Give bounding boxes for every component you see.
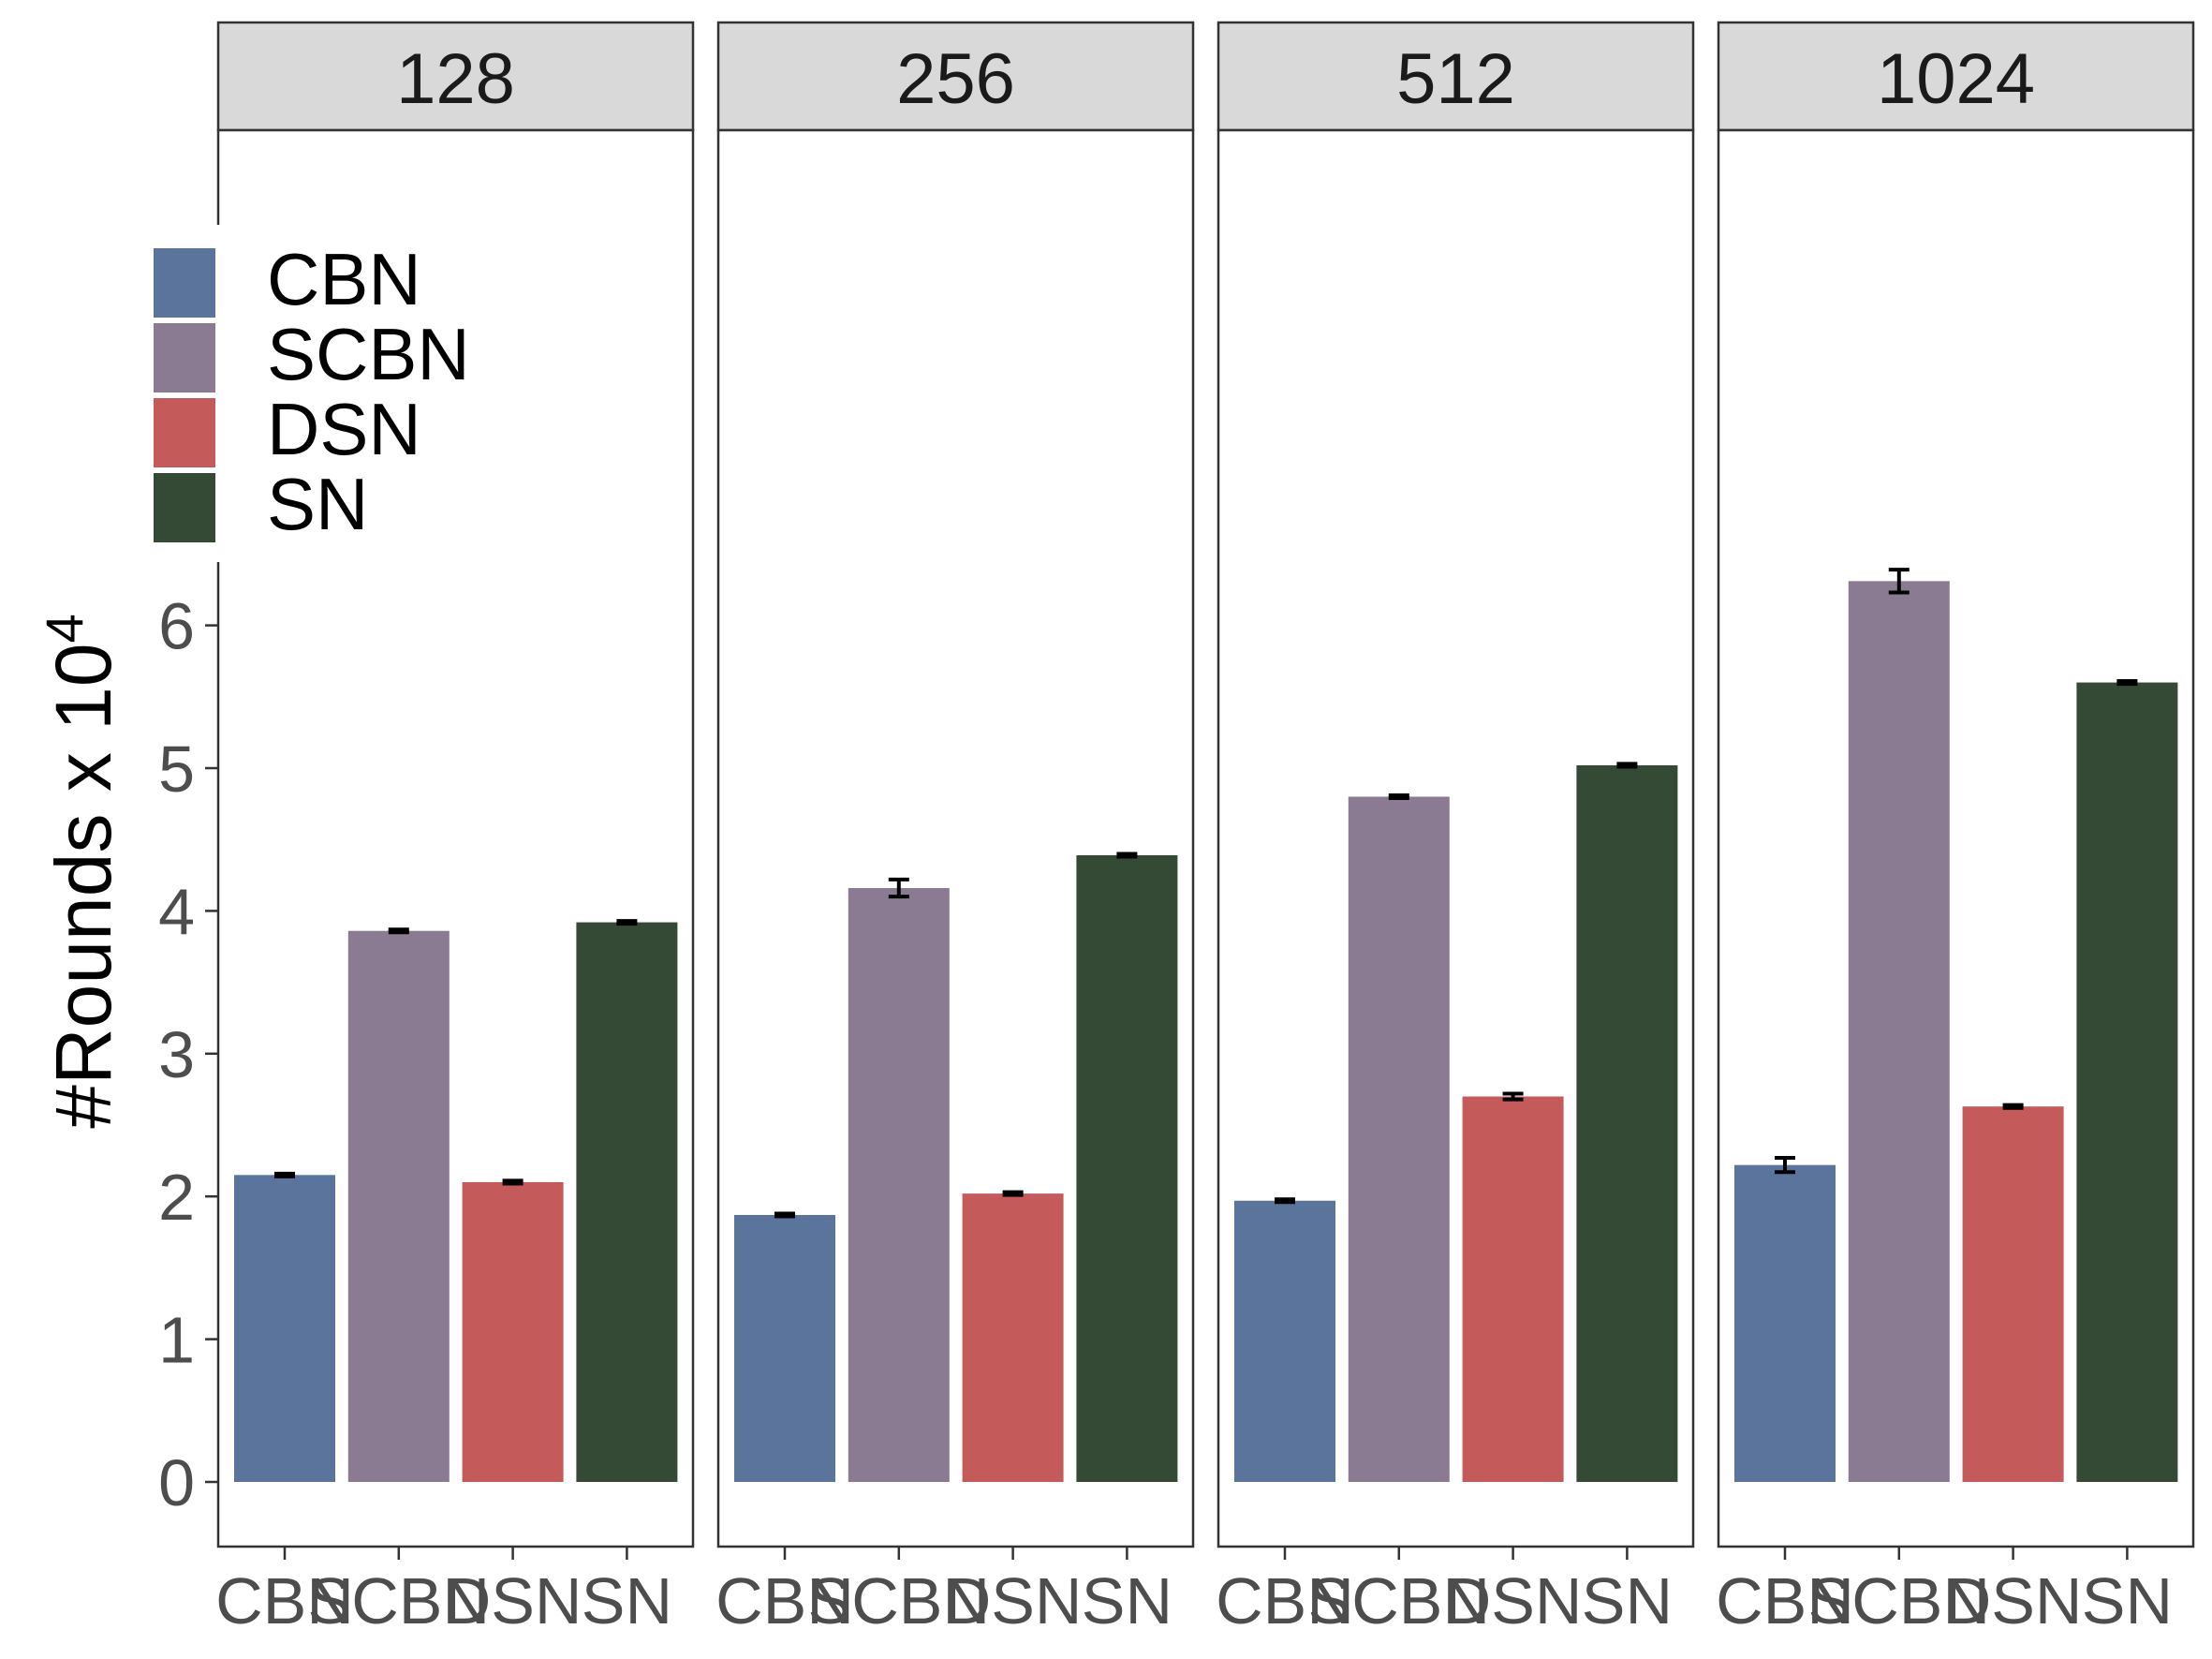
legend-label-scbn: SCBN: [267, 313, 470, 395]
bar-scbn-256: [848, 888, 950, 1482]
y-tick-label: 5: [158, 733, 195, 806]
bar-dsn-128: [462, 1181, 564, 1482]
y-tick-label: 4: [158, 875, 195, 948]
x-tick-label-scbn: SCBN: [808, 1564, 990, 1637]
error-bar-scbn-1024: [1888, 568, 1910, 595]
y-tick-label: 1: [158, 1304, 195, 1377]
x-tick-label-scbn: SCBN: [1808, 1564, 1990, 1637]
bar-cbn-512: [1234, 1200, 1335, 1482]
bar-cbn-128: [234, 1175, 335, 1482]
y-axis-title-main: #Rounds x 10: [39, 643, 127, 1128]
error-bar-sn-1024: [2116, 679, 2138, 687]
legend-label-dsn: DSN: [267, 388, 421, 470]
x-tick-label-dsn: DSN: [444, 1564, 582, 1637]
bar-dsn-256: [962, 1193, 1064, 1482]
error-bar-dsn-1024: [2002, 1103, 2024, 1110]
x-tick-label-cbn: CBN: [1216, 1564, 1354, 1637]
x-tick-label-cbn: CBN: [215, 1564, 354, 1637]
x-tick-label-cbn: CBN: [1716, 1564, 1854, 1637]
bar-sn-256: [1076, 854, 1178, 1482]
x-tick-label-sn: SN: [1582, 1564, 1673, 1637]
legend-label-sn: SN: [267, 463, 368, 545]
bar-scbn-512: [1348, 796, 1450, 1482]
strip-label: 512: [1396, 39, 1515, 119]
y-axis-title: #Rounds x 104: [35, 614, 127, 1129]
y-tick-label: 0: [158, 1446, 195, 1519]
bar-sn-128: [576, 922, 678, 1482]
error-bar-dsn-128: [502, 1178, 524, 1186]
strip-label: 1024: [1877, 39, 2035, 119]
x-tick-label-dsn: DSN: [1944, 1564, 2083, 1637]
error-bar-cbn-256: [774, 1211, 795, 1219]
x-tick-label-scbn: SCBN: [308, 1564, 490, 1637]
error-bar-cbn-512: [1275, 1197, 1295, 1205]
bar-scbn-128: [347, 930, 450, 1482]
bar-scbn-1024: [1848, 581, 1950, 1482]
bar-dsn-1024: [1962, 1106, 2064, 1482]
y-axis-title-exponent: 4: [35, 614, 94, 643]
error-bar-sn-512: [1616, 762, 1638, 769]
error-bar-sn-128: [616, 919, 638, 926]
bar-sn-1024: [2076, 682, 2178, 1482]
strip-background: [1717, 21, 2195, 132]
strip-background: [716, 21, 1195, 132]
y-tick-label: 2: [158, 1161, 195, 1234]
legend-label-cbn: CBN: [267, 238, 421, 320]
bar-sn-512: [1576, 764, 1678, 1482]
error-bar-scbn-512: [1388, 792, 1409, 801]
bar-dsn-512: [1462, 1096, 1564, 1482]
x-tick-label-dsn: DSN: [944, 1564, 1083, 1637]
legend-key-scbn: [154, 323, 215, 393]
y-axis: 0 1 2 3 4 5 6: [158, 590, 218, 1519]
legend-key-sn: [154, 473, 215, 542]
bar-cbn-1024: [1734, 1164, 1836, 1482]
error-bar-sn-256: [1116, 852, 1138, 859]
error-bar-dsn-256: [1002, 1190, 1024, 1197]
legend-key-cbn: [154, 248, 215, 318]
bar-cbn-256: [734, 1215, 835, 1482]
strip-label: 256: [896, 39, 1015, 119]
y-tick-label: 6: [158, 590, 195, 663]
error-bar-scbn-128: [388, 927, 409, 935]
error-bar-scbn-256: [888, 877, 909, 899]
y-tick-label: 3: [158, 1018, 195, 1091]
x-tick-label-cbn: CBN: [715, 1564, 854, 1637]
strip-background: [1217, 21, 1695, 132]
error-bar-dsn-512: [1502, 1091, 1524, 1102]
error-bar-cbn-1024: [1775, 1156, 1795, 1175]
x-tick-label-sn: SN: [2082, 1564, 2173, 1637]
legend-key-dsn: [154, 398, 215, 467]
x-tick-label-sn: SN: [582, 1564, 672, 1637]
error-bar-cbn-128: [274, 1171, 295, 1178]
strip-label: 128: [396, 39, 515, 119]
strip-background: [216, 21, 695, 132]
x-tick-label-sn: SN: [1082, 1564, 1172, 1637]
x-tick-label-scbn: SCBN: [1308, 1564, 1490, 1637]
x-tick-label-dsn: DSN: [1444, 1564, 1583, 1637]
